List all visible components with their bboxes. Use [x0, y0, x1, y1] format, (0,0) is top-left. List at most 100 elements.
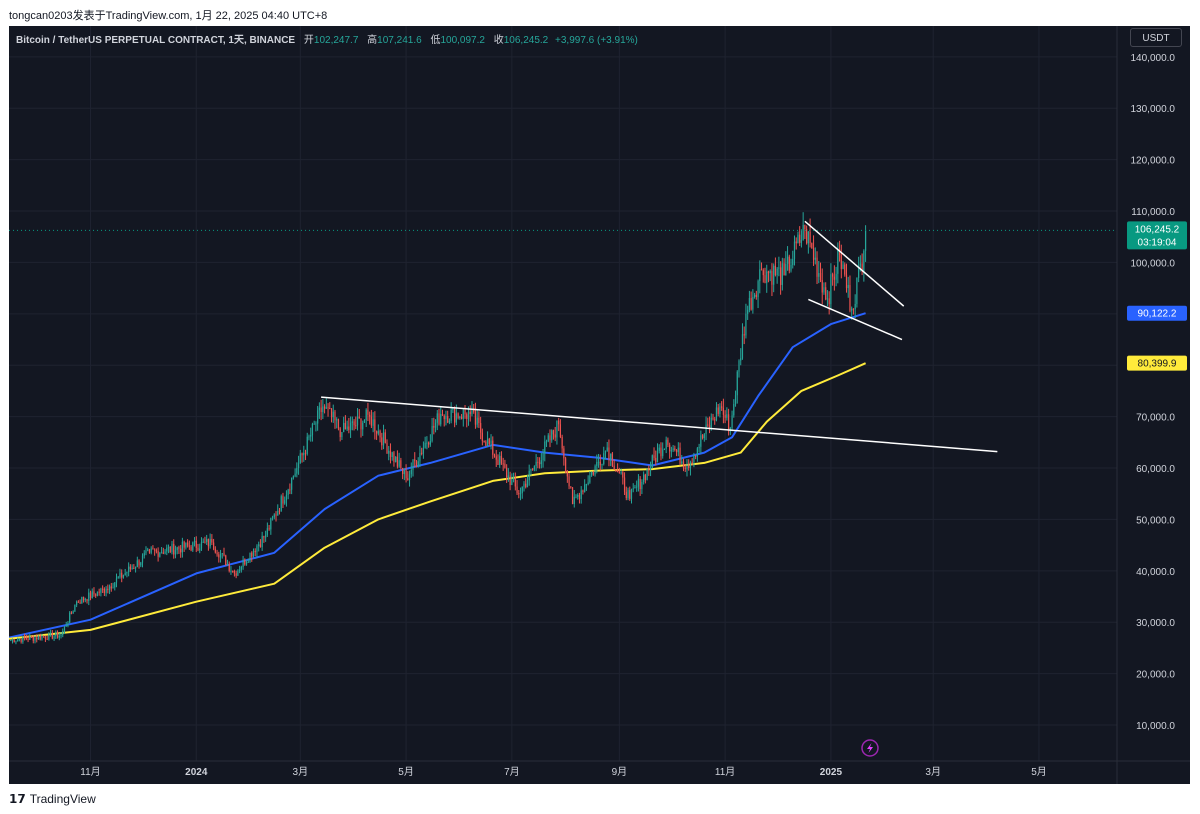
candle-body [495, 456, 497, 460]
candle-body [688, 465, 690, 468]
x-tick-label: 2024 [185, 767, 208, 778]
candle-body [542, 453, 544, 461]
candle-body [617, 470, 619, 473]
candle-body [532, 468, 534, 470]
candle-body [393, 452, 395, 463]
candle-body [356, 416, 359, 426]
candle-body [648, 468, 650, 470]
candle-body [589, 475, 591, 483]
candle-body [313, 423, 315, 425]
candle-body [849, 285, 851, 311]
candle-body [552, 430, 555, 435]
candle-body [861, 263, 863, 272]
candle-body [604, 450, 607, 454]
candle-body [537, 461, 539, 463]
candle-body [294, 473, 296, 477]
candle-body [675, 449, 678, 453]
candle-body [214, 548, 216, 553]
candle-body [169, 547, 171, 553]
candle-body [478, 417, 480, 424]
candle-body [346, 426, 348, 430]
candle-body [330, 408, 333, 418]
candle-body [391, 452, 393, 458]
candle-body [117, 577, 119, 579]
candle-body [55, 632, 57, 637]
candle-body [538, 462, 541, 465]
candle-body [745, 313, 747, 336]
candle-body [318, 407, 320, 411]
candle-body [219, 554, 222, 558]
candle-body [424, 442, 426, 448]
candle-body [722, 407, 724, 415]
candle-body [821, 280, 823, 293]
price-label-text: 80,399.9 [1138, 359, 1177, 370]
price-label-bg [1127, 305, 1187, 321]
lightning-icon[interactable] [861, 739, 879, 757]
candle-body [627, 490, 629, 499]
candle-body [636, 486, 638, 488]
trendline[interactable] [321, 396, 998, 453]
candle-body [72, 611, 74, 614]
candle-body [263, 536, 265, 538]
footer-brand[interactable]: TradingView [29, 792, 96, 806]
candle-body [414, 459, 416, 462]
candle-body [173, 543, 175, 555]
candle-body [199, 548, 201, 551]
candle-body [516, 486, 518, 494]
candle-body [363, 420, 366, 423]
candle-body [150, 548, 152, 553]
candle-body [563, 448, 565, 459]
candle-body [29, 636, 31, 640]
candle-body [795, 241, 797, 244]
candle-body [185, 542, 187, 548]
y-tick-label: 30,000.0 [1136, 618, 1175, 629]
candle-body [344, 422, 346, 430]
trendline[interactable] [808, 298, 903, 341]
candle-body [646, 468, 648, 481]
candle-body [778, 267, 780, 269]
candle-body [43, 636, 45, 638]
candle-body [689, 461, 692, 468]
candle-body [261, 536, 263, 548]
candle-body [769, 270, 771, 274]
candle-body [785, 263, 787, 276]
candle-body [119, 572, 121, 578]
candle-body [809, 231, 811, 244]
candle-body [362, 422, 364, 430]
candle-body [467, 411, 470, 419]
candle-body [558, 420, 560, 425]
candle-body [774, 265, 777, 276]
candle-body [379, 430, 381, 438]
x-tick-label: 3月 [925, 766, 941, 778]
candle-body [825, 287, 827, 300]
candle-body [389, 450, 392, 458]
candle-body [450, 409, 452, 421]
candle-body [270, 518, 272, 530]
candle-body [36, 637, 38, 640]
price-label-text: 106,245.2 [1135, 224, 1180, 235]
candle-body [358, 416, 360, 419]
tradingview-logo-icon[interactable]: 𝟭𝟳 [9, 792, 26, 806]
candle-body [351, 421, 353, 423]
currency-button[interactable]: USDT [1130, 28, 1182, 47]
trendline[interactable] [804, 220, 905, 307]
candle-body [266, 528, 268, 535]
candle-body [297, 463, 300, 469]
candle-body [651, 455, 653, 469]
price-label-bg [1127, 355, 1187, 371]
candle-body [124, 573, 126, 576]
candle-body [591, 471, 593, 476]
candle-body [84, 599, 86, 601]
candle-body [53, 636, 55, 639]
chart-frame[interactable]: 10,000.0 20,000.0 30,000.0 40,000.0 50,000.0… [9, 26, 1190, 784]
price-chart[interactable]: 10,000.0 20,000.0 30,000.0 40,000.0 50,000.0… [9, 26, 1190, 784]
candle-body [715, 407, 718, 421]
candle-body [67, 622, 69, 626]
trendlines-layer [321, 220, 998, 453]
candle-body [30, 636, 33, 638]
symbol-title[interactable]: Bitcoin / TetherUS PERPETUAL CONTRACT, 1… [16, 35, 296, 46]
candle-body [682, 461, 685, 468]
candle-body [322, 406, 324, 413]
candle-body [561, 436, 563, 449]
x-tick-label: 2025 [820, 767, 843, 778]
